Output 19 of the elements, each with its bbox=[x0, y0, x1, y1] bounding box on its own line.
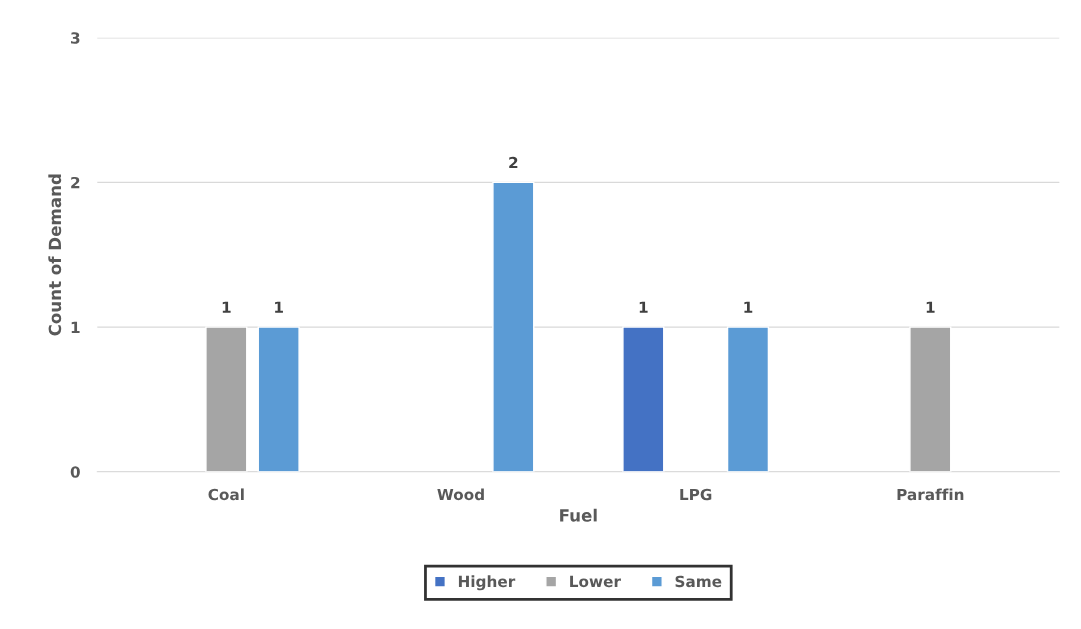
x-tick-label: Paraffin bbox=[897, 488, 964, 501]
data-label: 1 bbox=[639, 301, 648, 313]
y-tick-label: 1 bbox=[71, 321, 80, 333]
legend-label: Higher bbox=[458, 575, 516, 591]
x-tick-label: LPG bbox=[680, 488, 712, 501]
legend-label: Lower bbox=[570, 575, 621, 588]
y-axis-title: Count of Demand bbox=[48, 174, 62, 336]
y-tick-label: 0 bbox=[70, 466, 80, 478]
legend-label: Same bbox=[675, 575, 722, 588]
x-tick-label: Wood bbox=[437, 488, 484, 501]
y-tick-label: 2 bbox=[71, 176, 80, 189]
data-label: 2 bbox=[509, 156, 518, 169]
y-tick-label: 3 bbox=[71, 32, 80, 44]
x-tick-label: Coal bbox=[208, 488, 244, 501]
x-axis-title: Fuel bbox=[560, 508, 597, 522]
data-label: 1 bbox=[275, 301, 283, 313]
data-label: 1 bbox=[926, 301, 935, 313]
data-label: 1 bbox=[222, 301, 231, 313]
data-label: 1 bbox=[744, 301, 753, 313]
